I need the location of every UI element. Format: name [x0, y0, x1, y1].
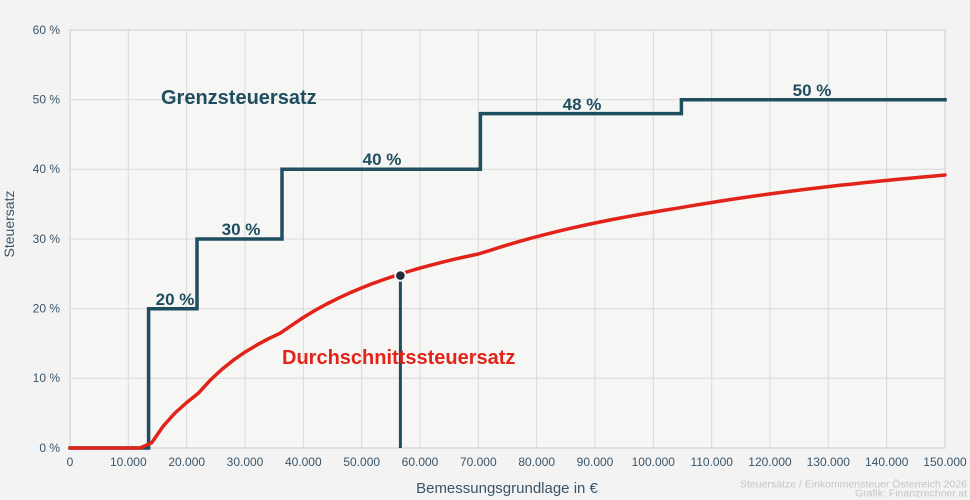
svg-text:30 %: 30 %	[33, 232, 61, 246]
svg-text:90.000: 90.000	[577, 455, 614, 469]
svg-text:20 %: 20 %	[156, 290, 195, 309]
svg-text:140.000: 140.000	[865, 455, 909, 469]
svg-text:50 %: 50 %	[33, 93, 61, 107]
svg-text:Grenzsteuersatz: Grenzsteuersatz	[161, 87, 317, 109]
svg-text:40.000: 40.000	[285, 455, 322, 469]
svg-text:80.000: 80.000	[518, 455, 555, 469]
svg-text:50 %: 50 %	[793, 81, 832, 100]
svg-text:Durchschnittssteuersatz: Durchschnittssteuersatz	[282, 347, 515, 369]
svg-text:48 %: 48 %	[563, 95, 602, 114]
svg-text:50.000: 50.000	[343, 455, 380, 469]
svg-text:Grafik: Finanzrechner.at: Grafik: Finanzrechner.at	[855, 488, 967, 500]
svg-text:20.000: 20.000	[168, 455, 205, 469]
svg-text:30 %: 30 %	[222, 220, 261, 239]
svg-text:130.000: 130.000	[807, 455, 851, 469]
svg-text:150.000: 150.000	[923, 455, 967, 469]
svg-text:20 %: 20 %	[33, 302, 61, 316]
svg-text:110.000: 110.000	[690, 455, 733, 469]
svg-text:0 %: 0 %	[39, 441, 60, 455]
svg-text:70.000: 70.000	[460, 455, 497, 469]
svg-text:120.000: 120.000	[748, 455, 792, 469]
svg-text:60.000: 60.000	[402, 455, 439, 469]
svg-text:Steuersatz: Steuersatz	[1, 191, 17, 258]
svg-text:30.000: 30.000	[227, 455, 264, 469]
svg-text:10.000: 10.000	[110, 455, 147, 469]
svg-text:Bemessungsgrundlage in €: Bemessungsgrundlage in €	[416, 480, 598, 497]
svg-text:60 %: 60 %	[33, 23, 61, 37]
svg-text:0: 0	[67, 455, 74, 469]
svg-text:40 %: 40 %	[33, 162, 61, 176]
svg-text:100.000: 100.000	[632, 455, 676, 469]
svg-text:40 %: 40 %	[363, 150, 402, 169]
svg-text:10 %: 10 %	[33, 371, 61, 385]
